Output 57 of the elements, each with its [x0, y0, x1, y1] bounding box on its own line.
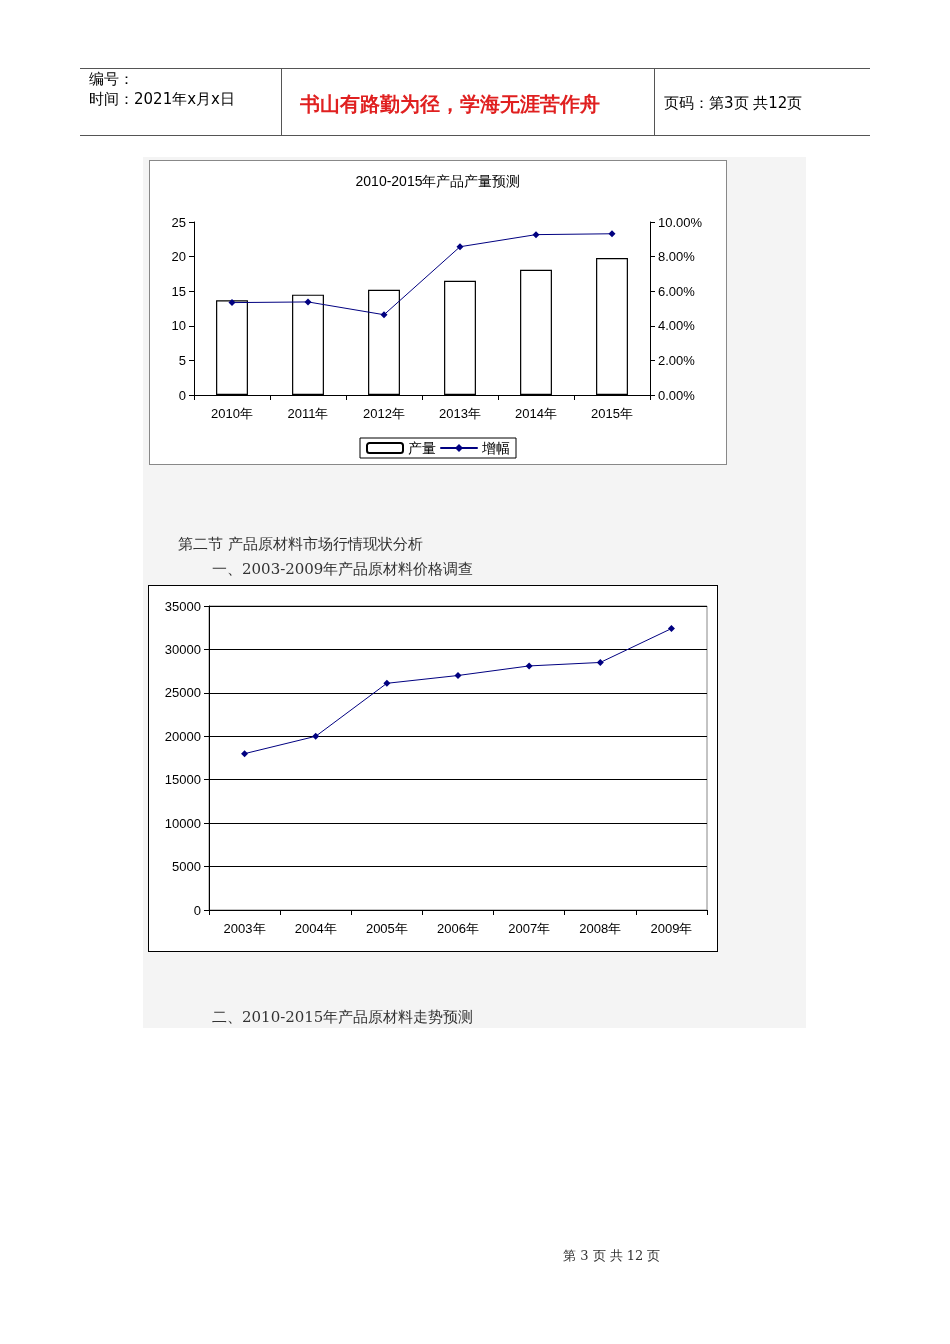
y2-tick-label: 6.00% — [658, 283, 696, 299]
y2-tick-label: 0.00% — [658, 387, 696, 403]
x-tick-label: 2004年 — [294, 921, 337, 936]
point — [383, 679, 391, 687]
point — [228, 299, 236, 307]
legend-label: 产量 — [408, 440, 436, 456]
x-tick-label: 2007年 — [508, 921, 551, 936]
text: 编号： — [89, 70, 134, 89]
point — [608, 230, 616, 238]
y-tick-label: 35000 — [164, 598, 201, 614]
legend-label: 增幅 — [481, 440, 510, 456]
text: 时间：2021年x月x日 — [89, 90, 235, 109]
point — [596, 658, 604, 666]
y-tick-label: 0 — [193, 902, 201, 918]
text: 书山有路勤为径，学海无涯苦作舟 — [300, 91, 600, 118]
point — [454, 671, 462, 679]
y2-tick-label: 8.00% — [658, 249, 696, 265]
y-tick-label: 10 — [171, 318, 186, 334]
x-tick-label: 2014年 — [515, 406, 557, 421]
y-tick-label: 15 — [171, 283, 186, 299]
point — [456, 243, 464, 251]
point — [312, 732, 320, 740]
y-tick-label: 25000 — [164, 685, 201, 701]
y-tick-label: 0 — [178, 387, 186, 403]
x-tick-label: 2008年 — [579, 921, 622, 936]
x-tick-label: 2013年 — [439, 406, 481, 421]
point — [532, 231, 540, 239]
text: 一、2003-2009年产品原材料价格调查 — [212, 560, 474, 579]
text: 页码：第3页 共12页 — [664, 94, 803, 113]
x-tick-label: 2005年 — [365, 921, 408, 936]
y-tick-label: 10000 — [164, 815, 201, 831]
text: 二、2010-2015年产品原材料走势预测 — [212, 1008, 474, 1027]
y-tick-label: 20000 — [164, 728, 201, 744]
x-tick-label: 2006年 — [437, 921, 479, 936]
x-tick-label: 2015年 — [591, 406, 633, 421]
y-tick-label: 5 — [178, 352, 186, 368]
text: 第二节 产品原材料市场行情现状分析 — [178, 535, 423, 554]
point — [304, 298, 312, 306]
chart-title: 2010-2015年产品产量预测 — [355, 173, 521, 189]
y-tick-label: 20 — [171, 249, 186, 265]
y2-tick-label: 4.00% — [658, 318, 696, 334]
y2-tick-label: 2.00% — [658, 352, 696, 368]
y-tick-label: 15000 — [164, 772, 201, 788]
x-tick-label: 2011年 — [287, 406, 329, 421]
x-tick-label: 2009年 — [650, 921, 693, 936]
text: 第 3 页 共 12 页 — [563, 1247, 661, 1265]
point — [241, 750, 249, 758]
point — [525, 662, 533, 670]
x-tick-label: 2010年 — [211, 406, 253, 421]
point — [667, 625, 675, 633]
y-tick-label: 25 — [171, 214, 186, 230]
x-tick-label: 2012年 — [363, 406, 405, 421]
x-tick-label: 2003年 — [223, 921, 266, 936]
y2-tick-label: 10.00% — [658, 214, 703, 230]
y-tick-label: 5000 — [172, 859, 201, 875]
y-tick-label: 30000 — [164, 641, 201, 657]
point — [380, 311, 388, 319]
